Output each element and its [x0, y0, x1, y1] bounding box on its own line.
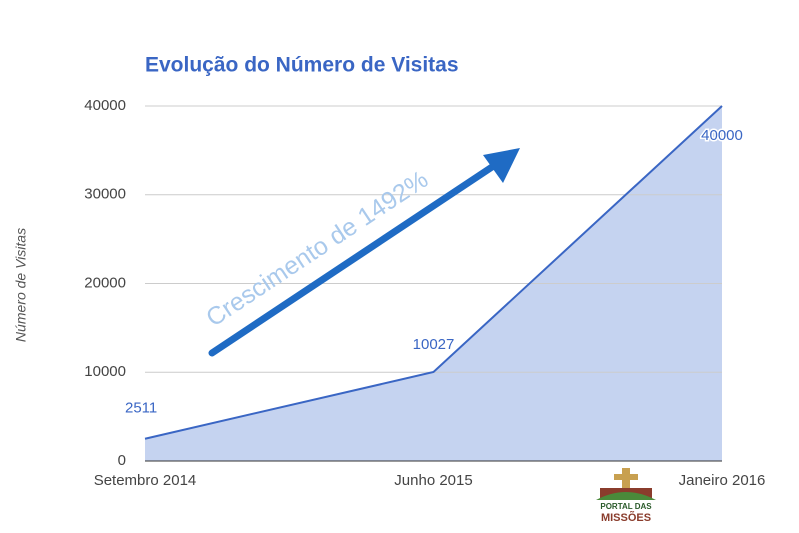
line	[144, 105, 723, 440]
data-label: 40000	[701, 127, 743, 144]
logo-text: PORTAL DAS	[600, 502, 652, 511]
annotation: Crescimento de 1492%	[201, 165, 433, 332]
data-label: 2511	[125, 400, 157, 417]
x-tick-label: Setembro 2014	[94, 472, 197, 489]
plot: 0 10000 20000 30000 40000 Setembro 2014 Junho …	[84, 97, 765, 489]
logo-text: MISSÕES	[601, 511, 651, 524]
y-tick-label: 30000	[84, 186, 126, 203]
data-label: 10027	[413, 336, 455, 353]
chart-title: Evolução do Número de Visitas	[145, 54, 459, 77]
arrow	[208, 148, 520, 357]
y-tick-label: 40000	[84, 97, 126, 114]
x-tick-label: Junho 2015	[394, 472, 472, 489]
y-axis-label: Número de Visitas	[13, 228, 29, 342]
x-tick-label: Janeiro 2016	[679, 472, 766, 489]
logo: PORTAL DAS MISSÕES	[596, 468, 656, 524]
y-tick-label: 20000	[84, 274, 126, 291]
y-tick-label: 10000	[84, 363, 126, 380]
y-tick-label: 0	[118, 452, 126, 469]
